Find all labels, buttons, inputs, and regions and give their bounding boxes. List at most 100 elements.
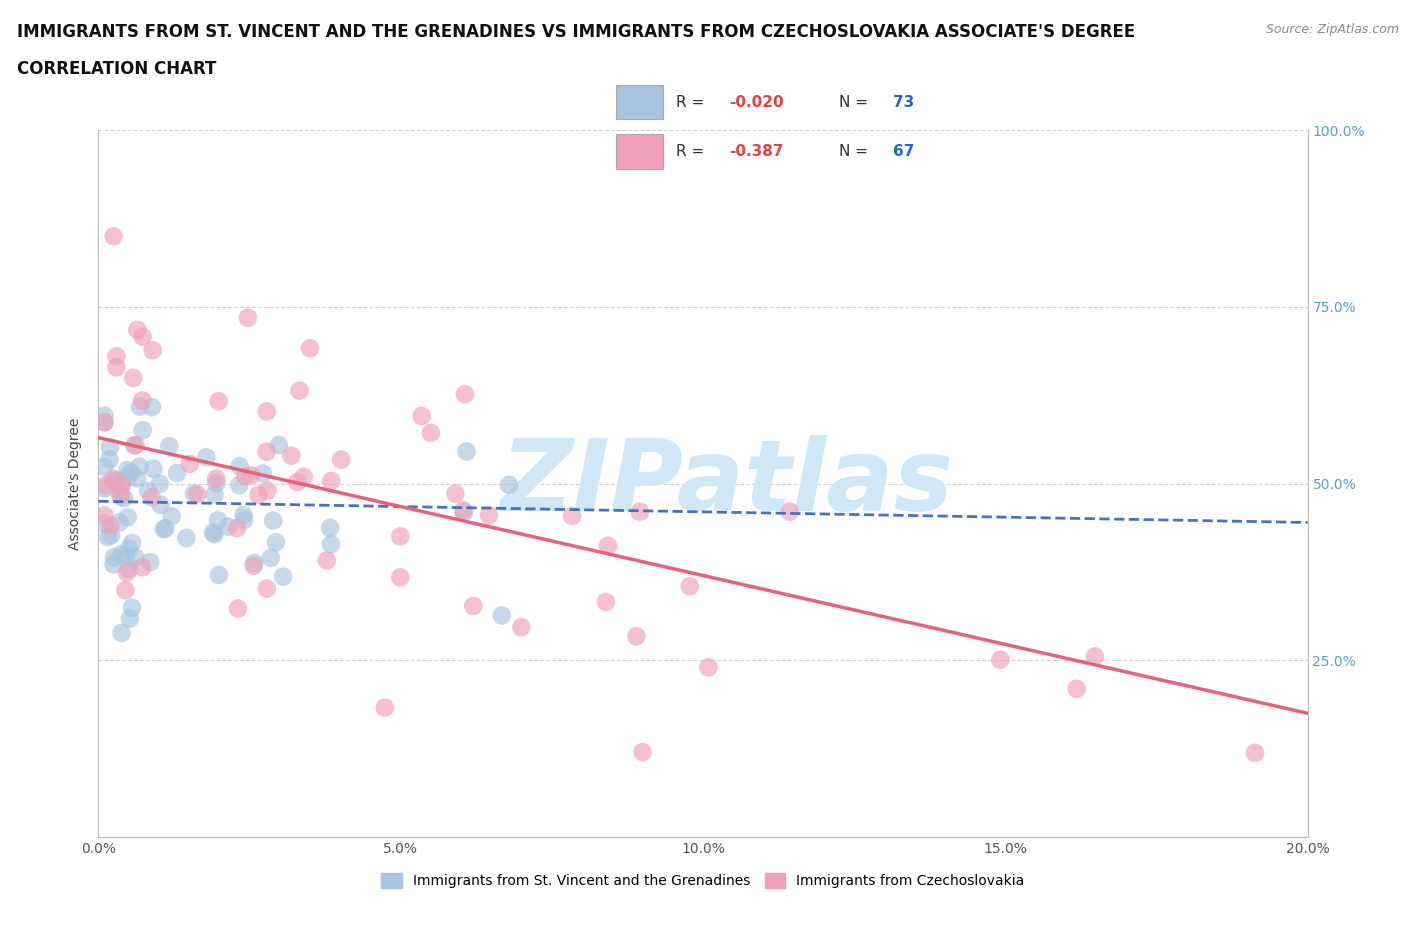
- Point: [98, 452, 121, 467]
- Point: [186, 486, 208, 501]
- Text: -0.387: -0.387: [728, 144, 783, 159]
- Point: [561, 509, 583, 524]
- Point: [228, 458, 250, 473]
- Point: [93, 508, 115, 523]
- Point: [779, 504, 801, 519]
- Point: [321, 473, 343, 488]
- Point: [243, 555, 266, 570]
- Point: [149, 476, 172, 491]
- Point: [157, 439, 180, 454]
- Point: [179, 457, 201, 472]
- Point: [98, 440, 121, 455]
- Point: [451, 503, 474, 518]
- Point: [127, 323, 149, 338]
- Point: [319, 537, 342, 551]
- Point: [271, 569, 294, 584]
- Point: [226, 601, 249, 616]
- Point: [315, 553, 337, 568]
- Point: [280, 448, 302, 463]
- Point: [142, 343, 165, 358]
- Point: [124, 438, 146, 453]
- Point: [1244, 745, 1267, 760]
- Point: [205, 472, 228, 486]
- Point: [256, 445, 278, 459]
- Point: [183, 486, 205, 501]
- Text: CORRELATION CHART: CORRELATION CHART: [17, 60, 217, 78]
- Point: [166, 466, 188, 481]
- Point: [152, 522, 174, 537]
- Point: [233, 512, 256, 527]
- Point: [232, 508, 254, 523]
- Point: [110, 486, 132, 501]
- Point: [453, 505, 475, 520]
- Point: [596, 538, 619, 553]
- Point: [256, 484, 278, 498]
- Point: [131, 393, 153, 408]
- Point: [122, 370, 145, 385]
- Point: [491, 608, 513, 623]
- Point: [267, 438, 290, 453]
- Point: [240, 468, 263, 483]
- Point: [103, 229, 125, 244]
- Point: [131, 329, 153, 344]
- Text: -0.020: -0.020: [728, 95, 783, 110]
- Point: [1066, 682, 1088, 697]
- Point: [105, 349, 128, 364]
- Point: [104, 474, 127, 489]
- Point: [235, 469, 257, 484]
- Point: [510, 619, 533, 634]
- Point: [260, 551, 283, 565]
- Point: [195, 450, 218, 465]
- Point: [176, 530, 198, 545]
- Text: Source: ZipAtlas.com: Source: ZipAtlas.com: [1265, 23, 1399, 36]
- Point: [454, 387, 477, 402]
- Point: [103, 557, 125, 572]
- Point: [374, 700, 396, 715]
- Point: [389, 570, 412, 585]
- Point: [247, 487, 270, 502]
- Point: [631, 745, 654, 760]
- Point: [94, 478, 117, 493]
- Point: [697, 659, 720, 674]
- Point: [122, 438, 145, 453]
- Point: [131, 560, 153, 575]
- Point: [120, 465, 142, 480]
- Point: [205, 475, 228, 490]
- Point: [110, 547, 132, 562]
- Point: [93, 415, 115, 430]
- Text: R =: R =: [676, 144, 709, 159]
- Text: N =: N =: [838, 144, 872, 159]
- Point: [288, 383, 311, 398]
- Point: [117, 469, 139, 484]
- Point: [262, 513, 284, 528]
- Point: [125, 551, 148, 565]
- Point: [252, 466, 274, 481]
- Point: [121, 600, 143, 615]
- Point: [132, 423, 155, 438]
- Point: [463, 599, 485, 614]
- Point: [114, 583, 136, 598]
- Point: [236, 311, 259, 325]
- Point: [208, 393, 231, 408]
- Point: [142, 461, 165, 476]
- Point: [217, 519, 239, 534]
- Text: ZIPatlas: ZIPatlas: [501, 435, 953, 532]
- Point: [97, 529, 120, 544]
- Point: [149, 498, 172, 512]
- Point: [1084, 649, 1107, 664]
- Point: [226, 521, 249, 536]
- Point: [115, 565, 138, 580]
- Point: [105, 473, 128, 488]
- Point: [117, 462, 139, 477]
- Point: [105, 360, 128, 375]
- Point: [93, 408, 115, 423]
- Point: [299, 340, 322, 355]
- Point: [117, 510, 139, 525]
- Point: [128, 459, 150, 474]
- Point: [628, 504, 651, 519]
- Text: N =: N =: [838, 95, 872, 110]
- Point: [103, 550, 125, 565]
- Point: [256, 581, 278, 596]
- Point: [125, 471, 148, 485]
- Point: [264, 535, 287, 550]
